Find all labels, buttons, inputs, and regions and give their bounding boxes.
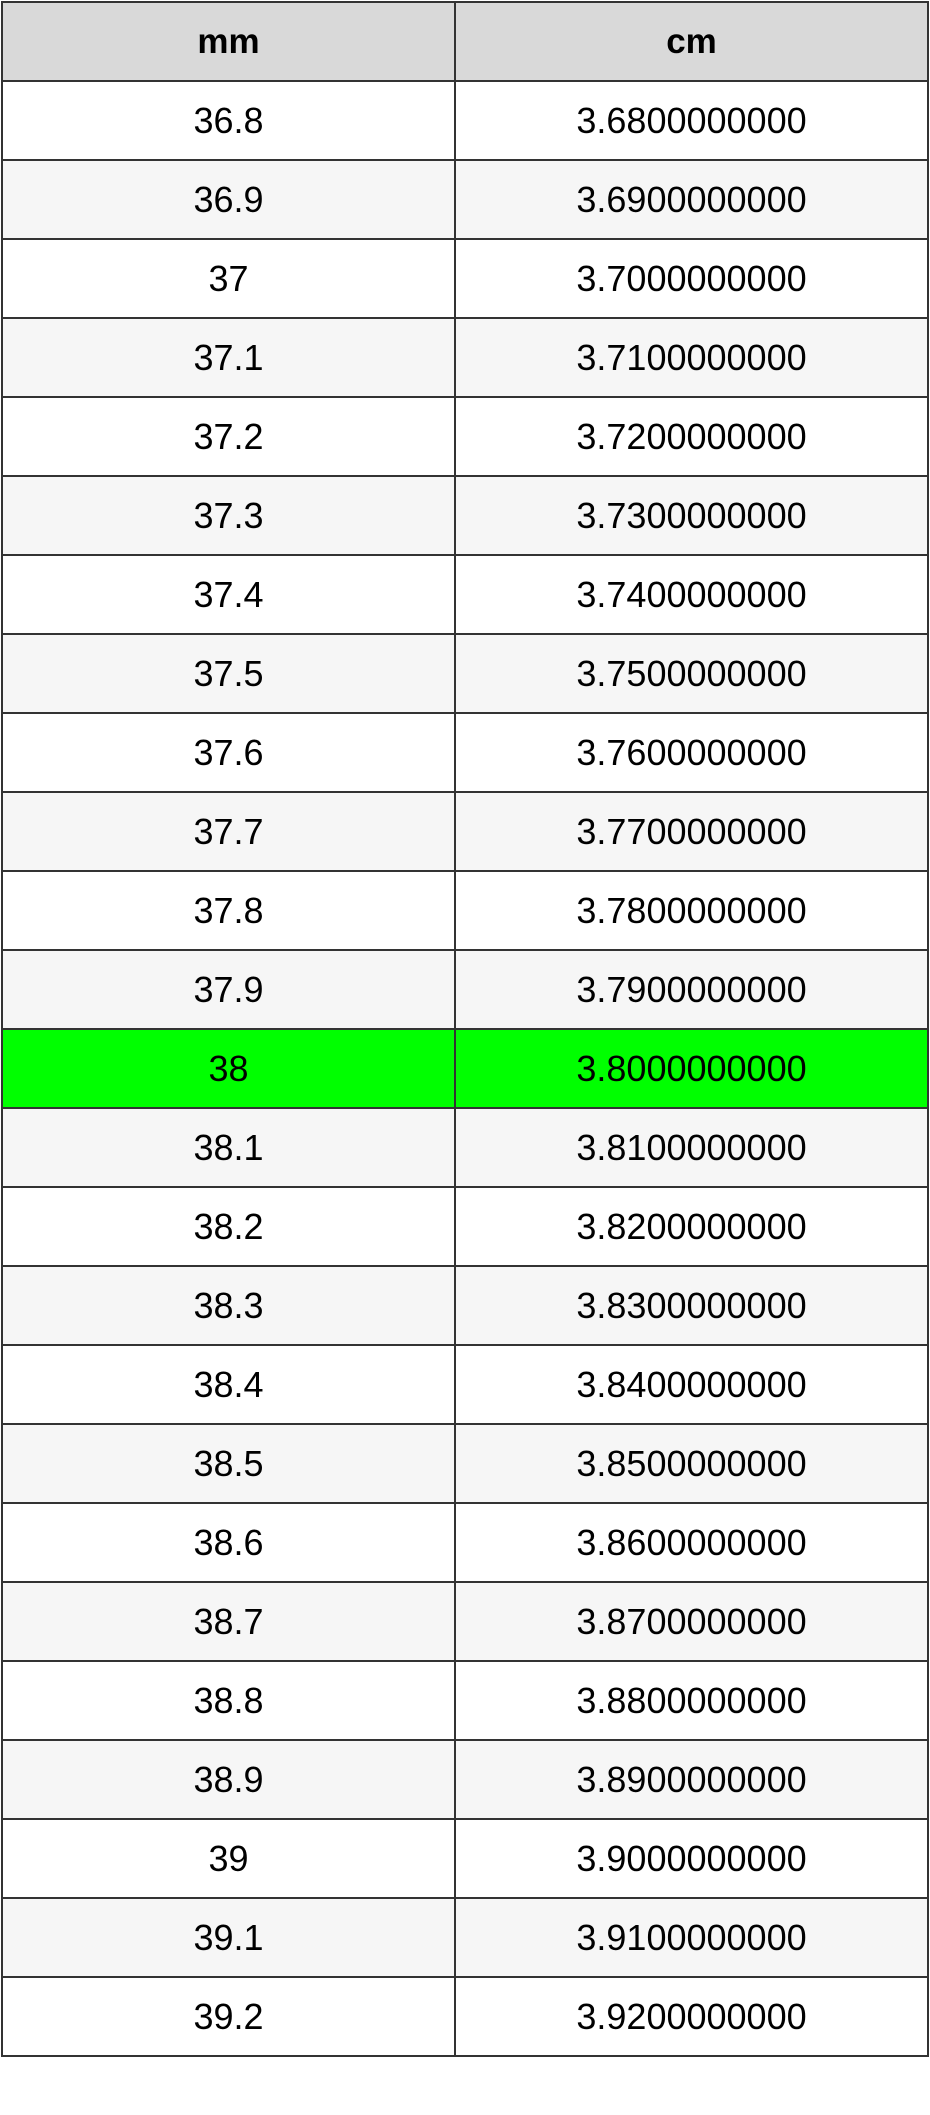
table-cell: 3.8300000000 [454,1265,929,1346]
table-cell: 3.8800000000 [454,1660,929,1741]
table-cell: 3.8500000000 [454,1423,929,1504]
table-cell: 39.1 [1,1897,456,1978]
table-cell: 36.8 [1,80,456,161]
table-cell: 3.7800000000 [454,870,929,951]
table-cell: 38.1 [1,1107,456,1188]
table-cell: 37.8 [1,870,456,951]
table-cell: 38.8 [1,1660,456,1741]
table-row: 38.7 3.8700000000 [1,1581,929,1662]
table-header: mm cm [1,1,929,82]
table-cell: 37.9 [1,949,456,1030]
table-cell: 3.8000000000 [454,1028,929,1109]
table-row: 38.6 3.8600000000 [1,1502,929,1583]
table-cell: 36.9 [1,159,456,240]
table-cell: 37.5 [1,633,456,714]
table-row: 38.9 3.8900000000 [1,1739,929,1820]
table-cell: 38.2 [1,1186,456,1267]
table-cell: 3.8400000000 [454,1344,929,1425]
table-cell: 3.6900000000 [454,159,929,240]
table-cell: 37.6 [1,712,456,793]
table-row: 38.2 3.8200000000 [1,1186,929,1267]
table-cell: 3.7200000000 [454,396,929,477]
table-cell: 3.8100000000 [454,1107,929,1188]
table-cell: 38.6 [1,1502,456,1583]
table-cell: 3.7000000000 [454,238,929,319]
table-row: 37.8 3.7800000000 [1,870,929,951]
table-cell: 3.7900000000 [454,949,929,1030]
table-row: 37.4 3.7400000000 [1,554,929,635]
table-cell: 37.2 [1,396,456,477]
table-row: 38.5 3.8500000000 [1,1423,929,1504]
table-cell: 3.7500000000 [454,633,929,714]
header-row: mm cm [1,1,929,82]
table-row: 37.9 3.7900000000 [1,949,929,1030]
table-cell: 3.8200000000 [454,1186,929,1267]
table-cell: 38 [1,1028,456,1109]
table-row: 37.6 3.7600000000 [1,712,929,793]
table-row: 38.3 3.8300000000 [1,1265,929,1346]
table-cell: 37 [1,238,456,319]
table-cell: 37.7 [1,791,456,872]
table-cell: 3.7600000000 [454,712,929,793]
table-cell: 38.5 [1,1423,456,1504]
table-cell: 37.1 [1,317,456,398]
table-cell: 3.7400000000 [454,554,929,635]
table-cell: 3.9000000000 [454,1818,929,1899]
table-row: 39 3.9000000000 [1,1818,929,1899]
table-cell: 3.8600000000 [454,1502,929,1583]
table-row: 38.1 3.8100000000 [1,1107,929,1188]
table-row: 37.2 3.7200000000 [1,396,929,477]
table-row: 37 3.7000000000 [1,238,929,319]
table-row: 36.9 3.6900000000 [1,159,929,240]
table-cell: 3.7300000000 [454,475,929,556]
table-row: 39.1 3.9100000000 [1,1897,929,1978]
conversion-table: mm cm 36.8 3.6800000000 36.9 3.6900000000 37… [1,1,929,2057]
table-cell: 3.9200000000 [454,1976,929,2057]
table-cell: 3.6800000000 [454,80,929,161]
table-row: 37.3 3.7300000000 [1,475,929,556]
table-cell: 37.4 [1,554,456,635]
table-body: 36.8 3.6800000000 36.9 3.6900000000 37 3.7000… [1,80,929,2057]
table-cell: 3.7700000000 [454,791,929,872]
table-cell: 38.9 [1,1739,456,1820]
table-cell: 39 [1,1818,456,1899]
table-row: 37.1 3.7100000000 [1,317,929,398]
table-cell: 39.2 [1,1976,456,2057]
table-row: 38 3.8000000000 [1,1028,929,1109]
table-cell: 38.3 [1,1265,456,1346]
table-cell: 37.3 [1,475,456,556]
table-row: 37.7 3.7700000000 [1,791,929,872]
table-cell: 3.8900000000 [454,1739,929,1820]
header-cell: mm [1,1,456,82]
table-cell: 38.7 [1,1581,456,1662]
table-row: 36.8 3.6800000000 [1,80,929,161]
table-row: 38.8 3.8800000000 [1,1660,929,1741]
table-cell: 3.8700000000 [454,1581,929,1662]
table-row: 39.2 3.9200000000 [1,1976,929,2057]
table-row: 38.4 3.8400000000 [1,1344,929,1425]
header-cell: cm [454,1,929,82]
table-cell: 38.4 [1,1344,456,1425]
table-row: 37.5 3.7500000000 [1,633,929,714]
table-cell: 3.7100000000 [454,317,929,398]
table-cell: 3.9100000000 [454,1897,929,1978]
